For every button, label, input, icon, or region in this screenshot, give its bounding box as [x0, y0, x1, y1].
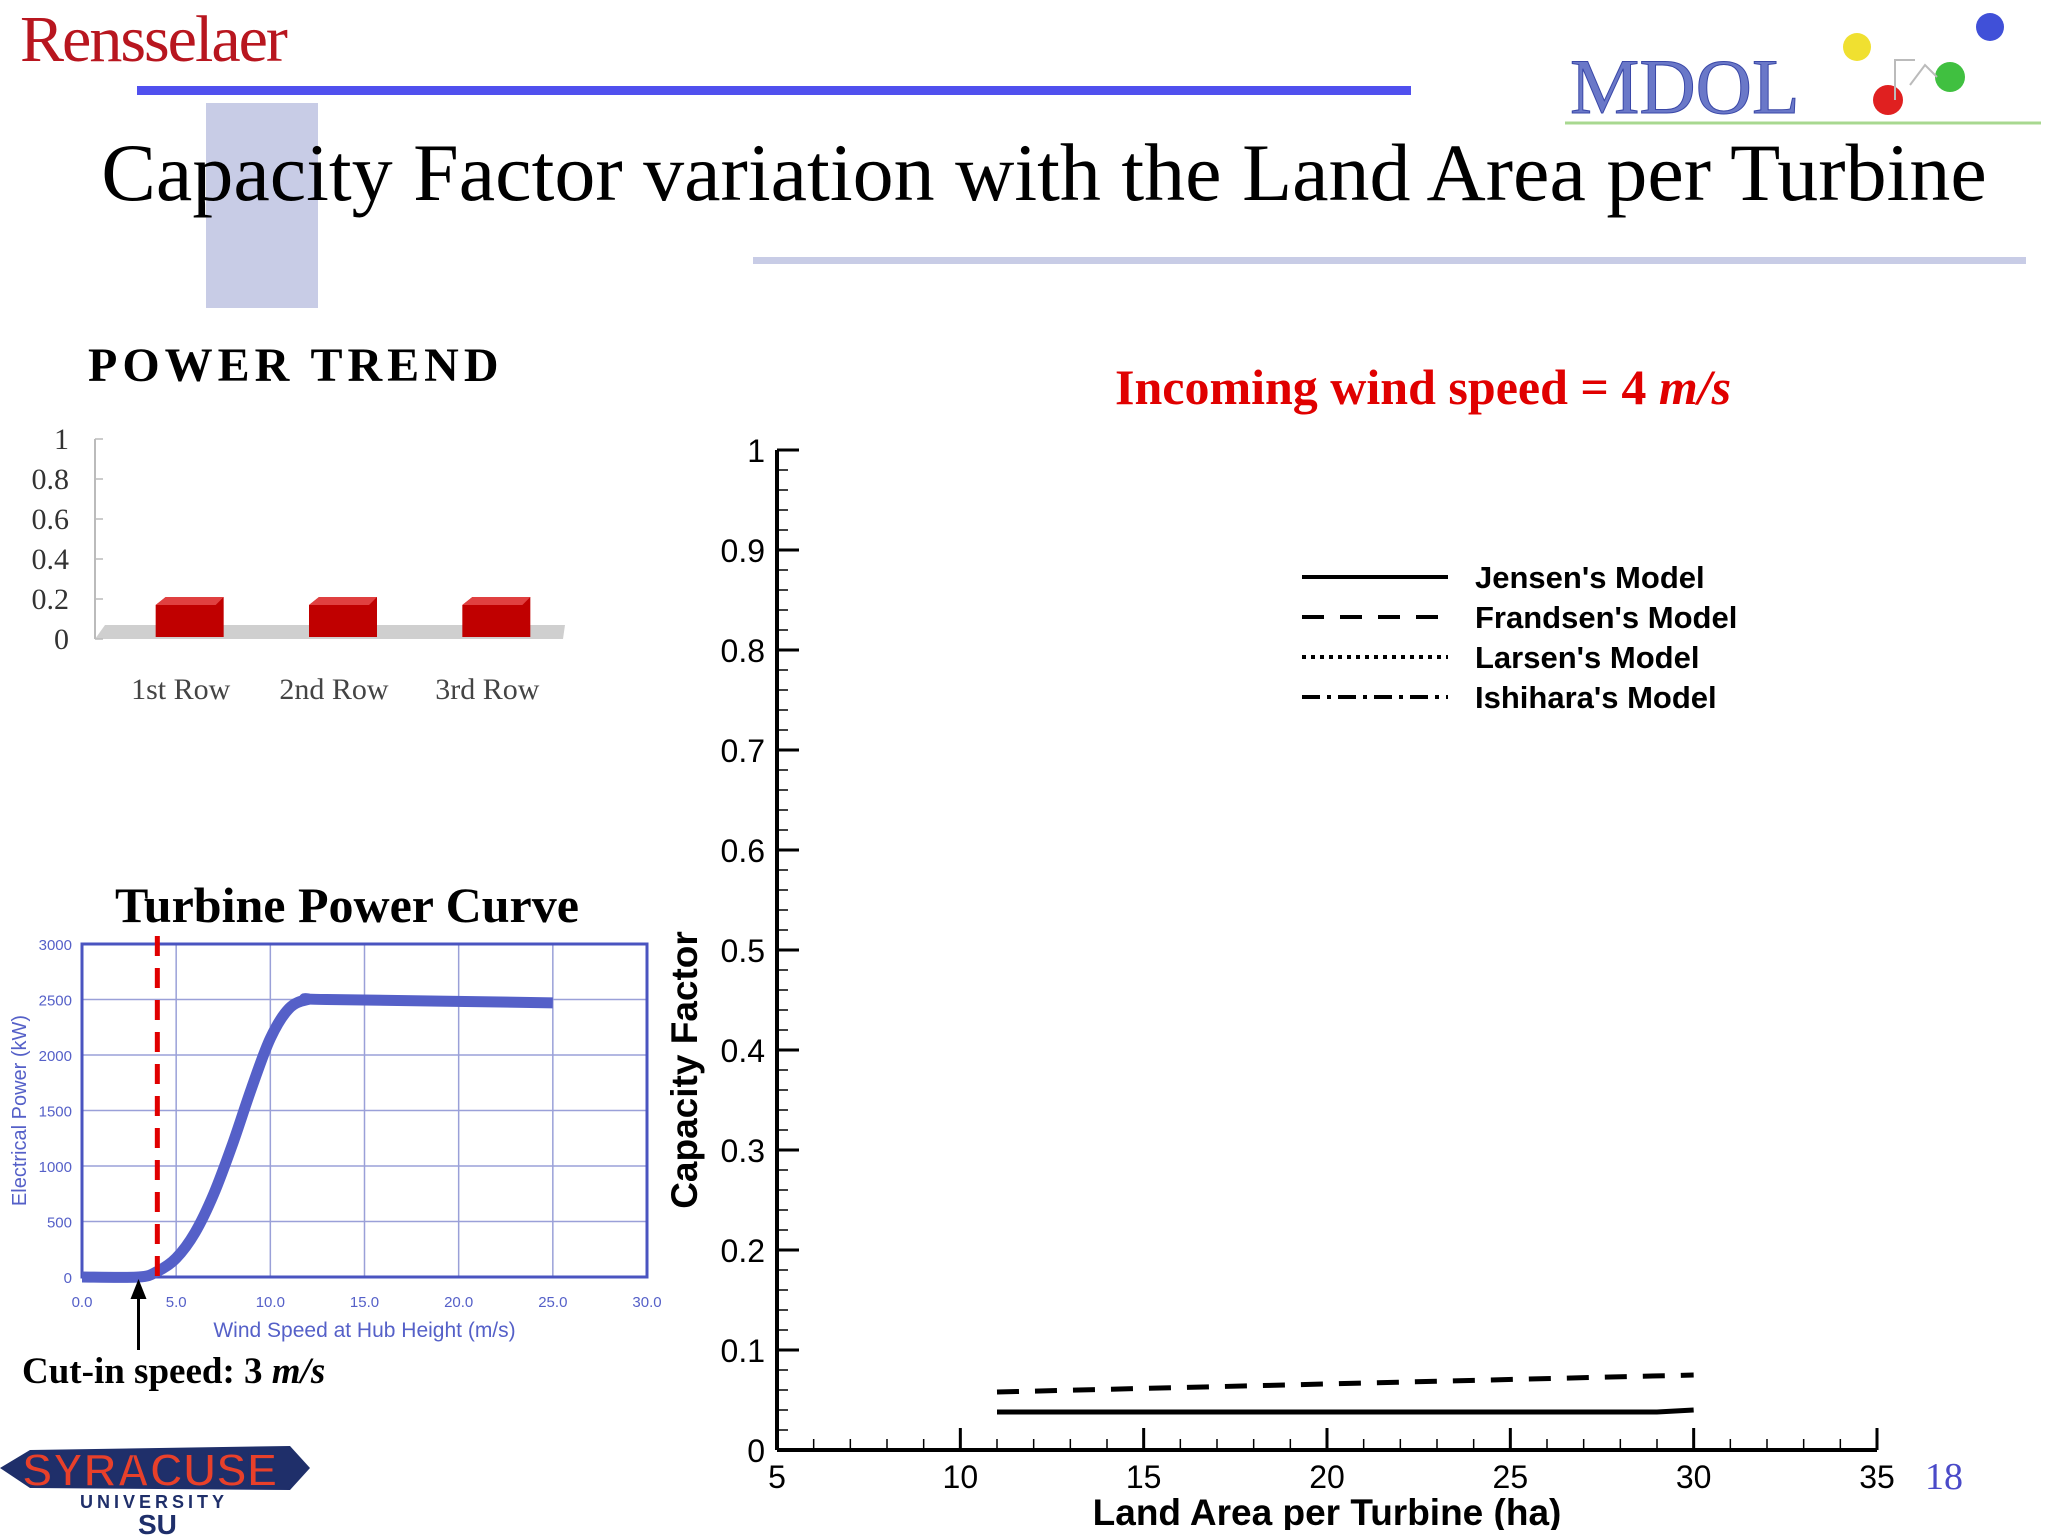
tpc-x-tick-label: 0.0: [72, 1294, 93, 1311]
tpc-plot-frame: [80, 942, 649, 1279]
cf-y-tick-label: 1: [747, 433, 765, 469]
cf-y-tick-label: 0.5: [721, 933, 765, 969]
pt-bar: [309, 597, 377, 637]
cf-series-line: [996, 1372, 1694, 1395]
slide-title: Capacity Factor variation with the Land …: [101, 127, 1987, 218]
power-trend-chart: 0 0.2 0.4 0.6 0.8 1 1st Row 2nd Row 3rd Row: [32, 423, 565, 706]
cf-y-tick-label: 0.8: [721, 633, 765, 669]
cf-x-tick-label: 15: [1126, 1459, 1162, 1495]
cf-y-tick-label: 0.6: [721, 833, 765, 869]
syracuse-logo: SYRACUSE UNIVERSITY SU: [0, 1443, 310, 1536]
cf-y-tick-label: 0.7: [721, 733, 765, 769]
tpc-y-tick-label: 0: [64, 1270, 72, 1287]
pt-y-tick-label: 0: [54, 623, 69, 656]
tpc-y-tick-label: 1000: [39, 1159, 72, 1176]
tpc-x-tick-label: 15.0: [350, 1294, 379, 1311]
tpc-y-tick-label: 2500: [39, 993, 72, 1010]
pt-bar: [462, 597, 531, 637]
title-underline: [753, 257, 2026, 264]
cf-legend-label: Ishihara's Model: [1475, 680, 1717, 715]
tpc-y-axis-label: Electrical Power (kW): [9, 1015, 31, 1206]
title-accent-block: [206, 103, 318, 308]
pt-x-tick-label: 1st Row: [131, 673, 231, 706]
cf-x-tick-label: 35: [1859, 1459, 1895, 1495]
header-rule: [137, 86, 1411, 95]
tpc-power-curve-line: [81, 993, 553, 1283]
tpc-x-tick-label: 5.0: [166, 1294, 187, 1311]
cf-y-tick-label: 0.4: [721, 1033, 765, 1069]
cf-y-tick-label: 0.1: [721, 1333, 765, 1369]
cutin-arrow-head: [130, 1279, 147, 1299]
cf-y-axis-label: Capacity Factor: [664, 931, 705, 1209]
mdol-logo: MDOL: [1565, 13, 2041, 130]
pt-x-tick-label: 2nd Row: [279, 673, 389, 706]
mdol-logo-text: MDOL: [1570, 43, 1800, 130]
turbine-power-curve-chart: 0.0 5.0 10.0 15.0 20.0 25.0 30.0 0 500 1000 1500 20…: [9, 936, 662, 1350]
cutin-speed-label: Cut-in speed: 3 m/s: [22, 1351, 326, 1392]
tpc-x-tick-label: 10.0: [256, 1294, 285, 1311]
pt-bar-top: [462, 597, 531, 605]
cf-y-tick-label: 0: [747, 1433, 765, 1469]
cf-legend-label: Jensen's Model: [1475, 560, 1705, 595]
tpc-x-tick-label: 30.0: [632, 1294, 661, 1311]
pt-bar-top: [155, 597, 224, 605]
tpc-y-tick-label: 1500: [39, 1104, 72, 1121]
tpc-x-tick-label: 25.0: [538, 1294, 567, 1311]
power-trend-heading: POWER TREND: [88, 339, 504, 392]
pt-y-tick-label: 0.2: [32, 583, 70, 616]
cf-x-axis-label: Land Area per Turbine (ha): [1093, 1492, 1562, 1530]
tpc-x-axis-label: Wind Speed at Hub Height (m/s): [213, 1319, 515, 1342]
rensselaer-logo: Rensselaer: [20, 3, 288, 76]
wind-speed-subtitle: Incoming wind speed = 4 m/s: [1115, 359, 1732, 415]
cf-series-line: [997, 1407, 1694, 1415]
cf-y-tick-label: 0.2: [721, 1233, 765, 1269]
cf-legend-label: Frandsen's Model: [1475, 600, 1737, 635]
syracuse-logo-text: SYRACUSE: [22, 1444, 278, 1496]
cf-x-tick-label: 30: [1676, 1459, 1712, 1495]
tpc-y-tick-label: 2000: [39, 1048, 72, 1065]
cf-y-tick-label: 0.3: [721, 1133, 765, 1169]
pt-bar-top: [309, 597, 377, 605]
pt-x-tick-label: 3rd Row: [435, 673, 540, 706]
pt-bar: [155, 597, 224, 637]
tpc-y-tick-label: 500: [47, 1215, 72, 1232]
pt-y-tick-label: 0.4: [32, 543, 70, 576]
cf-x-tick-label: 25: [1493, 1459, 1529, 1495]
capacity-factor-chart: 00.10.20.30.40.50.60.70.80.915 10 15 20 25 30…: [664, 433, 1895, 1530]
cf-y-tick-label: 0.9: [721, 533, 765, 569]
tpc-x-tick-label: 20.0: [444, 1294, 473, 1311]
cf-legend-label: Larsen's Model: [1475, 640, 1699, 675]
cf-x-tick-label: 20: [1309, 1459, 1345, 1495]
turbine-power-curve-heading: Turbine Power Curve: [115, 877, 579, 933]
syracuse-logo-subtext: UNIVERSITY: [80, 1492, 228, 1512]
tpc-y-tick-label: 3000: [39, 937, 72, 954]
cf-x-tick-label: 5: [768, 1459, 786, 1495]
pt-y-tick-label: 0.6: [32, 503, 70, 536]
pt-y-tick-label: 1: [54, 423, 69, 456]
pt-y-tick-label: 0.8: [32, 463, 70, 496]
cf-x-tick-label: 10: [943, 1459, 979, 1495]
page-number: 18: [1925, 1456, 1963, 1498]
syracuse-logo-mark: SU: [138, 1509, 177, 1536]
